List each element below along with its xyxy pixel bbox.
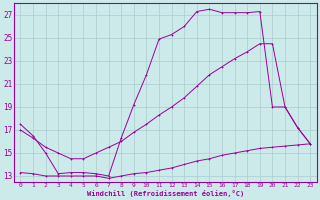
X-axis label: Windchill (Refroidissement éolien,°C): Windchill (Refroidissement éolien,°C) [87,190,244,197]
